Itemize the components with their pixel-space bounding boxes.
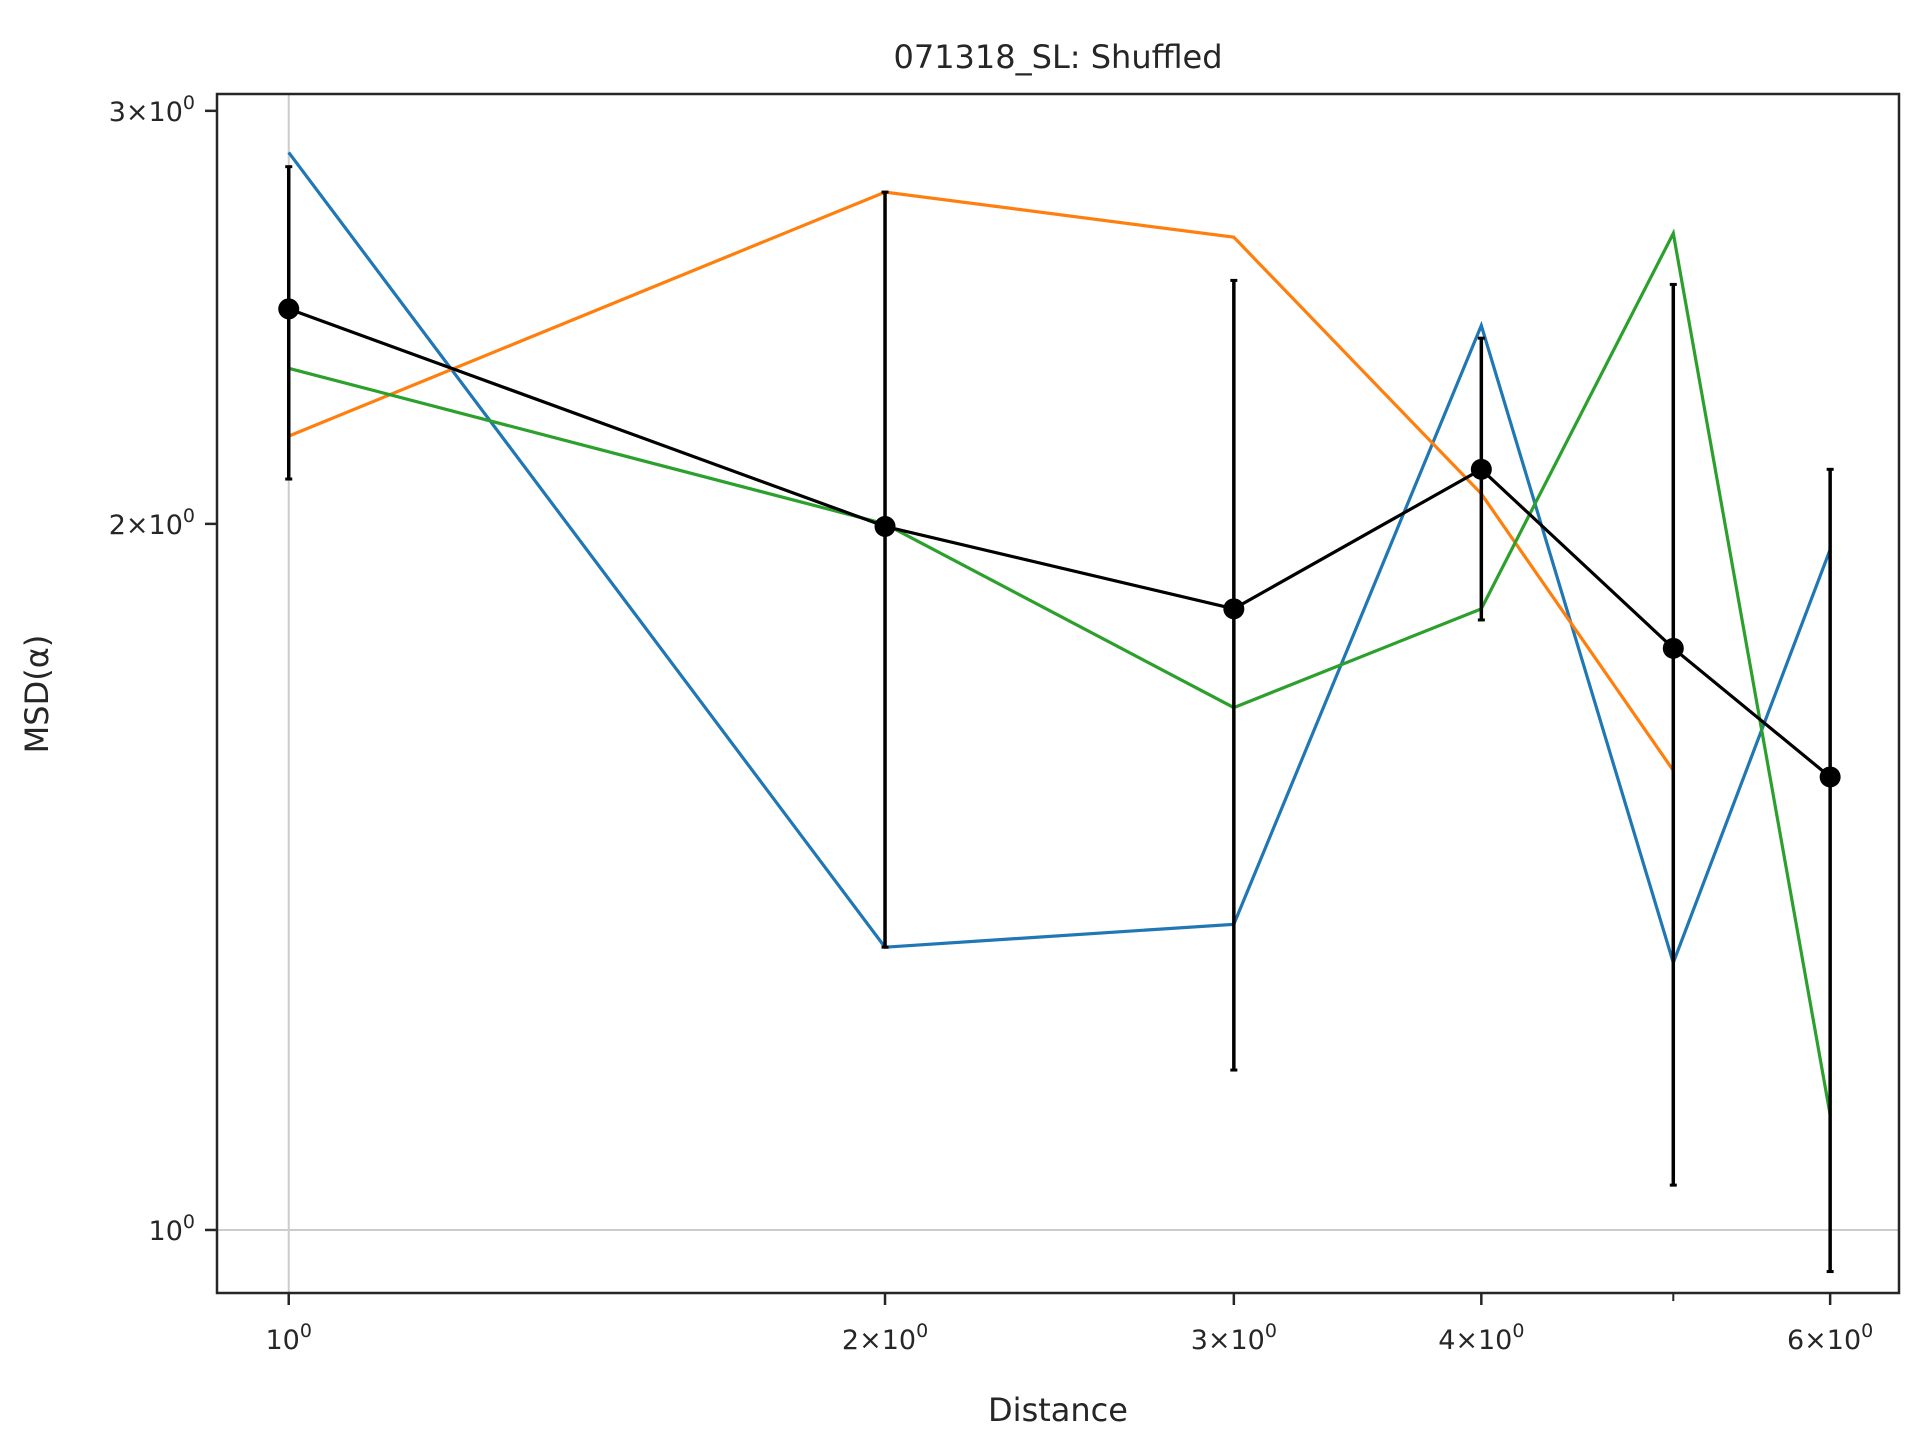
mean-layer: [278, 165, 1841, 1274]
mean-point: [1223, 598, 1245, 620]
axis-layer: 100 2×100 3×100 4×100 6×100 100 2×100 3×100: [109, 92, 1874, 1356]
x-tick-label: 3×100: [1191, 1320, 1277, 1356]
x-tick-label: 6×100: [1787, 1320, 1873, 1356]
y-axis-label: MSD(α): [18, 635, 56, 754]
series-line-2: [288, 190, 1675, 772]
x-tick-label: 2×100: [842, 1320, 928, 1356]
y-tick-label: 100: [149, 1211, 195, 1247]
series-layer: [287, 151, 1832, 1115]
y-tick-label: 2×100: [109, 505, 195, 541]
mean-point: [1819, 766, 1841, 788]
x-axis-label: Distance: [988, 1391, 1128, 1429]
x-tick-label: 4×100: [1438, 1320, 1524, 1356]
series-line-3: [288, 228, 1832, 1115]
mean-point: [1662, 637, 1684, 659]
y-tick-label: 3×100: [109, 92, 195, 128]
chart-title: 071318_SL: Shuffled: [893, 38, 1222, 76]
x-tick-label: 100: [266, 1320, 312, 1356]
series-line-1: [287, 151, 1832, 968]
plot-frame: [215, 92, 1901, 1295]
mean-point: [278, 298, 300, 320]
mean-point: [1470, 458, 1492, 480]
grid-layer: [217, 94, 1899, 1293]
mean-line: [288, 307, 1832, 779]
mean-point: [874, 515, 896, 537]
